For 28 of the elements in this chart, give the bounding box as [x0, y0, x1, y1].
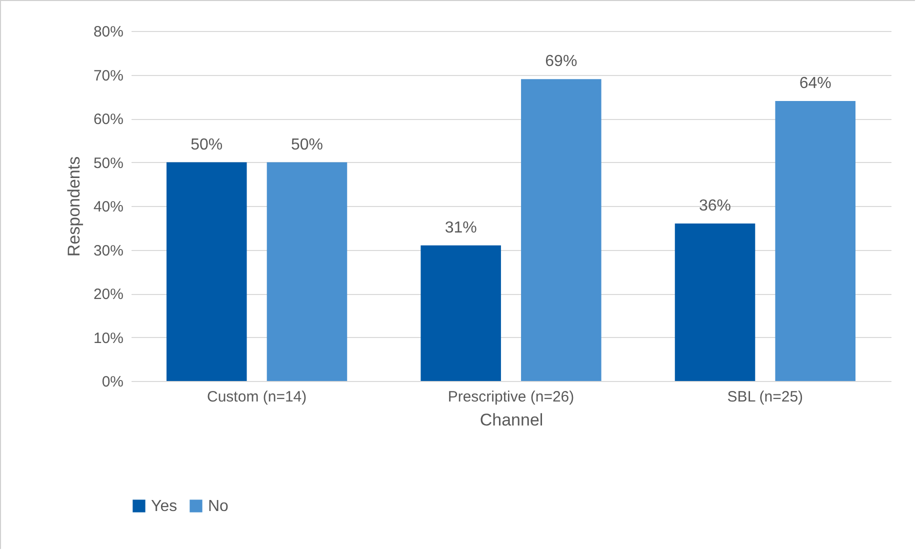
- x-axis-title: Channel: [480, 410, 544, 430]
- bar: [166, 162, 247, 381]
- y-tick-label: 70%: [93, 67, 124, 84]
- data-label: 50%: [290, 136, 323, 154]
- y-tick-label: 0%: [102, 374, 124, 390]
- bar: [775, 101, 856, 381]
- bar: [266, 162, 348, 381]
- data-label: 50%: [190, 136, 223, 154]
- data-label: 64%: [799, 75, 832, 92]
- y-tick-label: 40%: [93, 198, 124, 216]
- x-tick-label: Prescriptive (n=26): [448, 388, 574, 406]
- y-tick-label: 10%: [93, 330, 124, 347]
- y-tick-label: 50%: [93, 154, 124, 172]
- bar: [420, 245, 501, 381]
- x-tick-label: Custom (n=14): [207, 388, 307, 406]
- y-tick-label: 20%: [93, 286, 124, 303]
- y-tick-label: 30%: [93, 242, 124, 260]
- y-axis-title: Respondents: [64, 156, 84, 257]
- y-tick-label: 80%: [93, 24, 124, 40]
- data-label: 31%: [444, 219, 477, 236]
- y-tick-label: 60%: [93, 111, 124, 128]
- bar: [521, 79, 602, 381]
- legend-label: Yes: [151, 498, 178, 515]
- data-label: 36%: [699, 198, 732, 214]
- legend-label: No: [208, 498, 229, 515]
- x-tick-label: SBL (n=25): [727, 388, 804, 406]
- data-label: 69%: [545, 53, 578, 70]
- bar: [674, 224, 756, 381]
